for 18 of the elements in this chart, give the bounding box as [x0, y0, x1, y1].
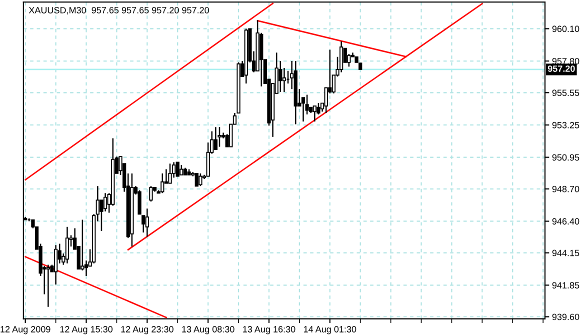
- x-tick-label: 13 Aug 08:30: [182, 326, 234, 334]
- y-tick-label: 953.25: [552, 122, 580, 128]
- y-tick-label: 960.10: [552, 26, 580, 32]
- x-tick-label: 12 Aug 15:30: [60, 326, 113, 334]
- y-tick-label: 955.55: [552, 90, 580, 96]
- y-tick-label: 944.15: [552, 250, 580, 256]
- ref-line-label: 957.20: [548, 65, 575, 72]
- y-tick-label: 957.80: [552, 58, 580, 64]
- x-tick-label: 13 Aug 16:30: [243, 326, 296, 334]
- y-tick-label: 950.95: [552, 154, 580, 161]
- y-tick-label: 941.85: [552, 282, 580, 288]
- x-tick-label: 12 Aug 23:30: [121, 326, 174, 334]
- y-tick-label: 939.60: [552, 314, 580, 320]
- x-tick-label: 14 Aug 01:30: [304, 326, 356, 334]
- chart-title: XAUUSD,M30 957.65 957.65 957.20 957.20: [28, 7, 209, 14]
- x-tick-label: 12 Aug 2009: [0, 326, 50, 334]
- y-tick-label: 948.70: [552, 186, 580, 192]
- y-tick-label: 946.40: [552, 218, 580, 225]
